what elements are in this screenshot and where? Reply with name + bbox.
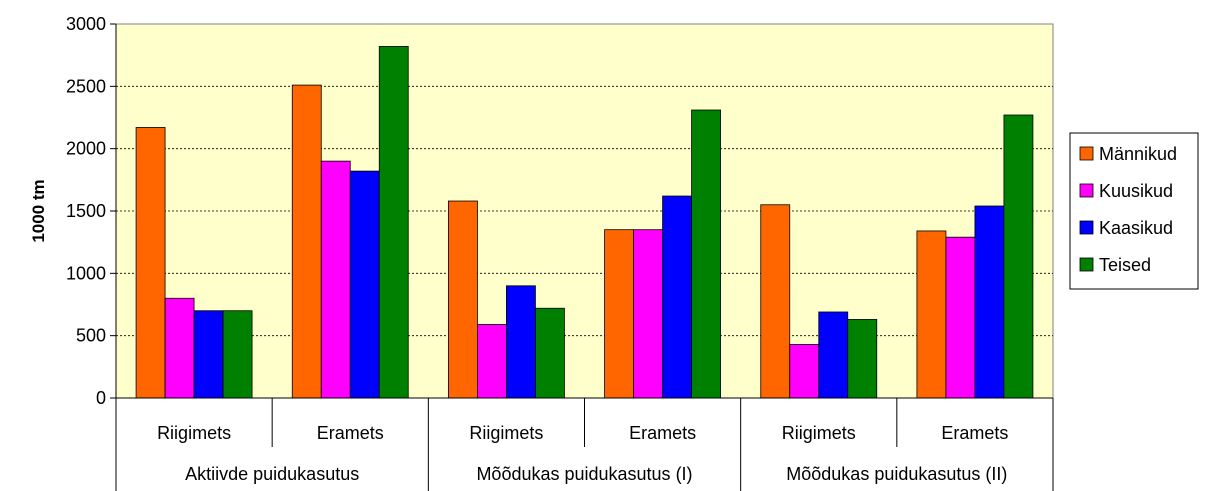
bar-teised-0 <box>222 310 253 399</box>
bar-männikud-1 <box>291 84 322 399</box>
bar-kaasikud-5 <box>974 205 1005 399</box>
bar-männikud-4 <box>760 204 791 399</box>
x-category-label: Eramets <box>317 423 384 443</box>
legend-swatch <box>1079 146 1094 161</box>
bar-kuusikud-3 <box>633 229 663 399</box>
gridlines <box>116 85 1053 337</box>
x-axis: Riigimets Eramets Riigimets Eramets Riigimet… <box>115 397 1054 491</box>
x-category-label: Eramets <box>629 423 696 443</box>
y-axis-label: 1000 tm <box>29 179 48 242</box>
y-tick-label: 0 <box>96 388 106 408</box>
bar-kuusikud-1 <box>320 160 351 399</box>
legend-swatch <box>1079 183 1094 198</box>
legend-label: Kaasikud <box>1099 218 1173 238</box>
legend-label: Kuusikud <box>1099 181 1173 201</box>
legend: Männikud Kuusikud Kaasikud Teised <box>1069 132 1199 290</box>
y-tick-label: 1000 <box>66 263 106 283</box>
bar-kaasikud-2 <box>506 285 536 399</box>
y-axis: 0 500 1000 1500 2000 2500 3000 <box>66 14 117 408</box>
y-tick-label: 500 <box>76 326 106 346</box>
bar-kaasikud-4 <box>818 311 849 399</box>
bar-teised-4 <box>847 319 878 399</box>
bar-kaasikud-3 <box>662 195 692 399</box>
y-tick-label: 1500 <box>66 201 106 221</box>
bar-kuusikud-5 <box>945 236 976 399</box>
x-group-label: Mõõdukas puidukasutus (II) <box>786 464 1007 484</box>
bar-männikud-5 <box>916 230 947 399</box>
bar-teised-5 <box>1003 114 1034 399</box>
bar-kuusikud-0 <box>164 297 195 399</box>
bar-teised-3 <box>691 109 721 399</box>
bar-kuusikud-2 <box>477 324 507 399</box>
bar-kaasikud-1 <box>349 170 380 399</box>
x-category-label: Riigimets <box>469 423 543 443</box>
bar-kuusikud-4 <box>789 343 820 399</box>
x-category-label: Riigimets <box>157 423 231 443</box>
x-group-label: Aktiivde puidukasutus <box>185 464 359 484</box>
legend-swatch <box>1079 220 1094 235</box>
bar-teised-2 <box>535 307 565 399</box>
legend-label: Teised <box>1099 255 1151 275</box>
x-category-label: Riigimets <box>782 423 856 443</box>
legend-swatch <box>1079 257 1094 272</box>
bar-männikud-3 <box>604 229 634 399</box>
bars <box>135 46 1034 399</box>
y-tick-label: 3000 <box>66 14 106 34</box>
bar-kaasikud-0 <box>193 310 224 399</box>
y-tick-label: 2500 <box>66 76 106 96</box>
y-tick-label: 2000 <box>66 139 106 159</box>
bar-teised-1 <box>378 46 409 399</box>
x-group-label: Mõõdukas puidukasutus (I) <box>476 464 692 484</box>
bar-männikud-0 <box>135 127 166 399</box>
legend-label: Männikud <box>1099 144 1177 164</box>
x-category-label: Eramets <box>941 423 1008 443</box>
bar-männikud-2 <box>448 200 478 399</box>
